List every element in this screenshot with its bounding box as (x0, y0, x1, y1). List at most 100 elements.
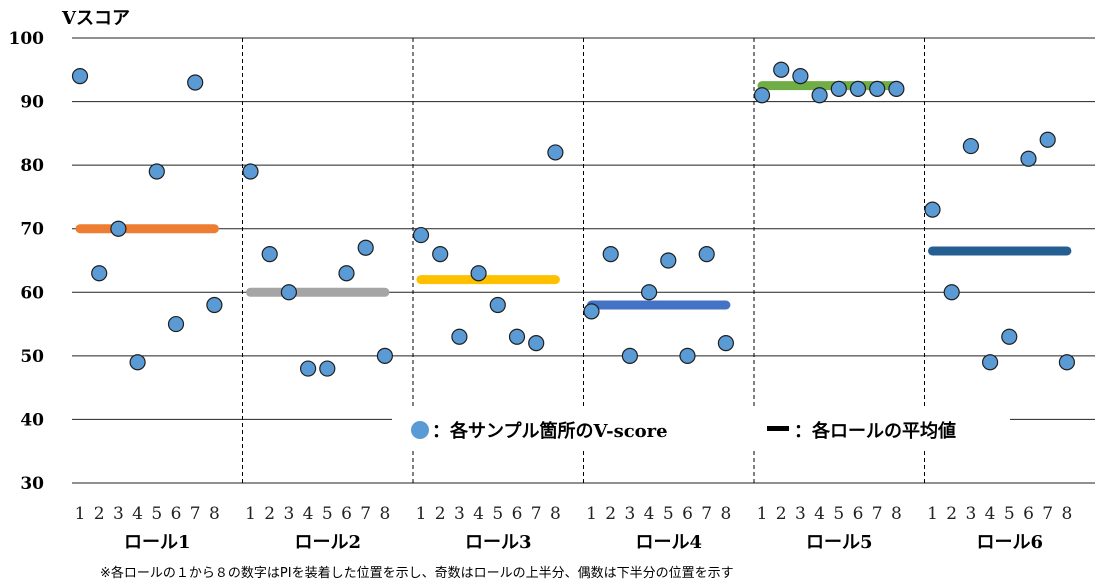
data-point (338, 265, 355, 282)
data-point (1058, 354, 1076, 371)
position-label: 4 (644, 504, 655, 524)
position-label: 5 (151, 504, 162, 524)
position-label: 6 (341, 504, 352, 524)
position-label: 4 (132, 504, 143, 524)
position-label: 7 (701, 504, 712, 524)
y-tick-labels: 30 40 50 60 70 80 90 100 (9, 29, 45, 494)
data-point (679, 347, 696, 364)
data-point (148, 163, 165, 180)
position-label: 6 (682, 504, 693, 524)
legend-mean-label: ：各ロールの平均値 (794, 420, 956, 442)
position-label: 2 (946, 504, 957, 524)
position-label: 6 (1023, 504, 1034, 524)
data-point (1020, 150, 1037, 167)
data-point (1001, 328, 1018, 345)
y-tick-label: 100 (9, 29, 45, 49)
position-label: 3 (624, 504, 635, 524)
position-label: 7 (360, 504, 371, 524)
data-point (583, 303, 600, 320)
data-points (71, 61, 1076, 377)
position-label: 2 (605, 504, 616, 524)
position-label: 2 (264, 504, 275, 524)
data-point (412, 226, 430, 244)
y-tick-label: 30 (20, 474, 44, 494)
position-label: 5 (663, 504, 674, 524)
data-point (280, 284, 297, 301)
position-label: 6 (853, 504, 864, 524)
footnote: ※各ロールの１から８の数字はPIを装着した位置を示し、奇数はロールの上半分、偶数… (100, 566, 734, 581)
data-point (357, 239, 374, 256)
data-point (1039, 131, 1056, 148)
position-label: 4 (303, 504, 314, 524)
position-label: 1 (586, 504, 597, 524)
position-label: 1 (75, 504, 86, 524)
data-point (432, 246, 449, 263)
data-point (753, 87, 771, 104)
legend-mean-marker (767, 426, 789, 431)
data-point (773, 61, 790, 78)
data-point (110, 220, 127, 237)
data-point (547, 144, 564, 161)
position-label: 5 (1004, 504, 1015, 524)
position-label: 1 (757, 504, 768, 524)
data-point (811, 87, 828, 104)
data-point (660, 252, 677, 269)
position-label: 4 (814, 504, 825, 524)
data-point (528, 335, 545, 352)
data-point (470, 265, 487, 282)
data-point (71, 68, 89, 85)
roll-label: ロール6 (976, 532, 1043, 553)
position-label: 4 (473, 504, 484, 524)
position-label: 3 (965, 504, 976, 524)
data-point (602, 246, 619, 263)
roll-label: ロール1 (124, 532, 191, 553)
position-label: 4 (985, 504, 996, 524)
position-label: 8 (720, 504, 731, 524)
y-axis-title: Vスコア (61, 8, 130, 29)
data-point (698, 246, 715, 263)
data-point (924, 201, 941, 218)
data-point (319, 360, 336, 377)
position-label: 2 (435, 504, 446, 524)
data-point (888, 80, 905, 97)
data-point (621, 347, 639, 364)
data-point (451, 328, 468, 345)
roll-label: ロール3 (465, 532, 532, 553)
position-label: 5 (833, 504, 844, 524)
data-point (640, 284, 658, 301)
position-label: 8 (550, 504, 561, 524)
position-label: 3 (454, 504, 465, 524)
roll-label: ロール2 (294, 532, 361, 553)
position-label: 7 (531, 504, 542, 524)
position-label: 8 (1061, 504, 1072, 524)
legend: ：各サンプル箇所のV-score ：各ロールの平均値 (392, 408, 1010, 450)
data-point (187, 74, 204, 91)
position-label: 2 (776, 504, 787, 524)
data-point (849, 80, 867, 97)
data-point (167, 315, 185, 333)
position-label: 7 (872, 504, 883, 524)
y-tick-label: 60 (20, 283, 44, 303)
data-point (300, 360, 317, 377)
position-label: 6 (171, 504, 182, 524)
y-tick-label: 80 (20, 156, 44, 176)
mean-lines (75, 81, 1072, 310)
position-label: 5 (492, 504, 503, 524)
position-label: 3 (795, 504, 806, 524)
position-label: 3 (113, 504, 124, 524)
legend-box (392, 408, 1010, 450)
position-label: 1 (416, 504, 427, 524)
y-tick-label: 50 (20, 347, 44, 367)
data-point (376, 347, 393, 364)
data-point (830, 80, 847, 97)
y-tick-label: 70 (20, 220, 44, 240)
data-point (508, 328, 526, 345)
position-label: 7 (1042, 504, 1053, 524)
data-point (242, 163, 259, 180)
legend-point-marker (411, 421, 429, 439)
data-point (91, 265, 108, 282)
position-label: 2 (94, 504, 105, 524)
y-tick-label: 40 (20, 410, 44, 430)
